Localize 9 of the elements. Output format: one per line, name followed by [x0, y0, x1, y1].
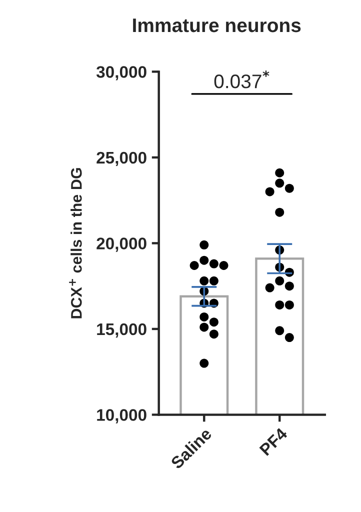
y-tick-label: 30,000: [96, 66, 146, 80]
chart-title: Immature neurons: [133, 18, 301, 32]
y-tick-label: 15,000: [97, 323, 146, 338]
y-axis-title: DCX$^{+}$ cells in the DG: [69, 168, 82, 318]
x-tick-label: PF4: [259, 427, 288, 456]
y-tick-label: 25,000: [96, 152, 146, 166]
annotation: 0.037$^{*}$: [214, 70, 270, 88]
y-tick-label: 20,000: [96, 238, 146, 252]
y-tick-label: 10,000: [97, 409, 146, 424]
